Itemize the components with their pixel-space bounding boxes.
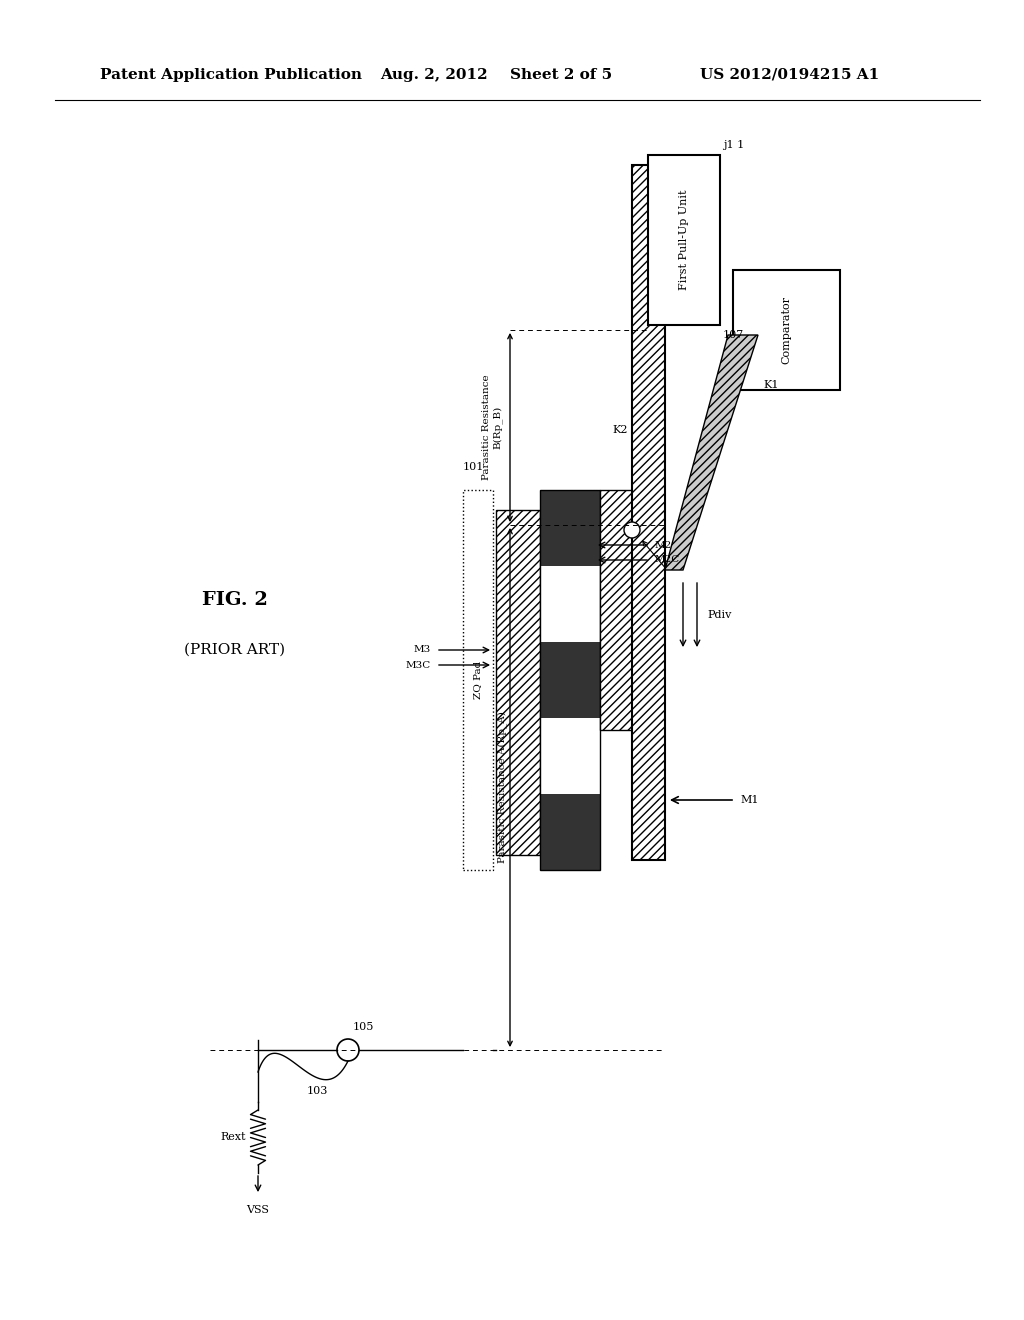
Text: Rext: Rext bbox=[220, 1133, 246, 1142]
Text: Comparator: Comparator bbox=[781, 296, 792, 364]
Text: First Pull-Up Unit: First Pull-Up Unit bbox=[679, 190, 689, 290]
Text: VSS: VSS bbox=[247, 1205, 269, 1214]
Text: Sheet 2 of 5: Sheet 2 of 5 bbox=[510, 69, 612, 82]
Bar bbox=[540, 642, 600, 718]
Text: Pdiv: Pdiv bbox=[707, 610, 731, 620]
Bar bbox=[733, 271, 840, 389]
Bar bbox=[463, 490, 493, 870]
Bar bbox=[540, 566, 600, 642]
Text: FIG. 2: FIG. 2 bbox=[202, 591, 268, 609]
Text: Parasitic Resistance A(Rp_A): Parasitic Resistance A(Rp_A) bbox=[497, 711, 507, 863]
Text: ZQ Pad: ZQ Pad bbox=[473, 661, 482, 700]
Text: M3C: M3C bbox=[406, 660, 431, 669]
Bar bbox=[540, 718, 600, 795]
Polygon shape bbox=[665, 335, 758, 570]
Text: (PRIOR ART): (PRIOR ART) bbox=[184, 643, 286, 657]
Bar bbox=[540, 490, 600, 566]
Bar bbox=[540, 795, 600, 870]
Text: M3: M3 bbox=[414, 645, 431, 655]
Bar bbox=[632, 165, 665, 861]
Text: US 2012/0194215 A1: US 2012/0194215 A1 bbox=[700, 69, 880, 82]
Text: K2: K2 bbox=[612, 425, 628, 436]
Bar bbox=[496, 510, 540, 855]
Bar bbox=[648, 154, 720, 325]
Circle shape bbox=[624, 521, 640, 539]
Text: j1 1: j1 1 bbox=[723, 140, 744, 150]
Text: 103: 103 bbox=[306, 1086, 328, 1096]
Bar bbox=[600, 490, 640, 730]
Text: Patent Application Publication: Patent Application Publication bbox=[100, 69, 362, 82]
Text: M2: M2 bbox=[655, 540, 672, 549]
Text: Aug. 2, 2012: Aug. 2, 2012 bbox=[380, 69, 487, 82]
Text: 101: 101 bbox=[463, 462, 484, 473]
Text: K1: K1 bbox=[763, 380, 778, 389]
Circle shape bbox=[337, 1039, 359, 1061]
Text: Parasitic Resistance
B(Rp_B): Parasitic Resistance B(Rp_B) bbox=[481, 374, 502, 479]
Bar bbox=[540, 490, 600, 870]
Text: M2C: M2C bbox=[655, 556, 680, 565]
Text: M1: M1 bbox=[740, 795, 759, 805]
Text: 105: 105 bbox=[353, 1022, 375, 1032]
Text: 107: 107 bbox=[723, 330, 744, 341]
